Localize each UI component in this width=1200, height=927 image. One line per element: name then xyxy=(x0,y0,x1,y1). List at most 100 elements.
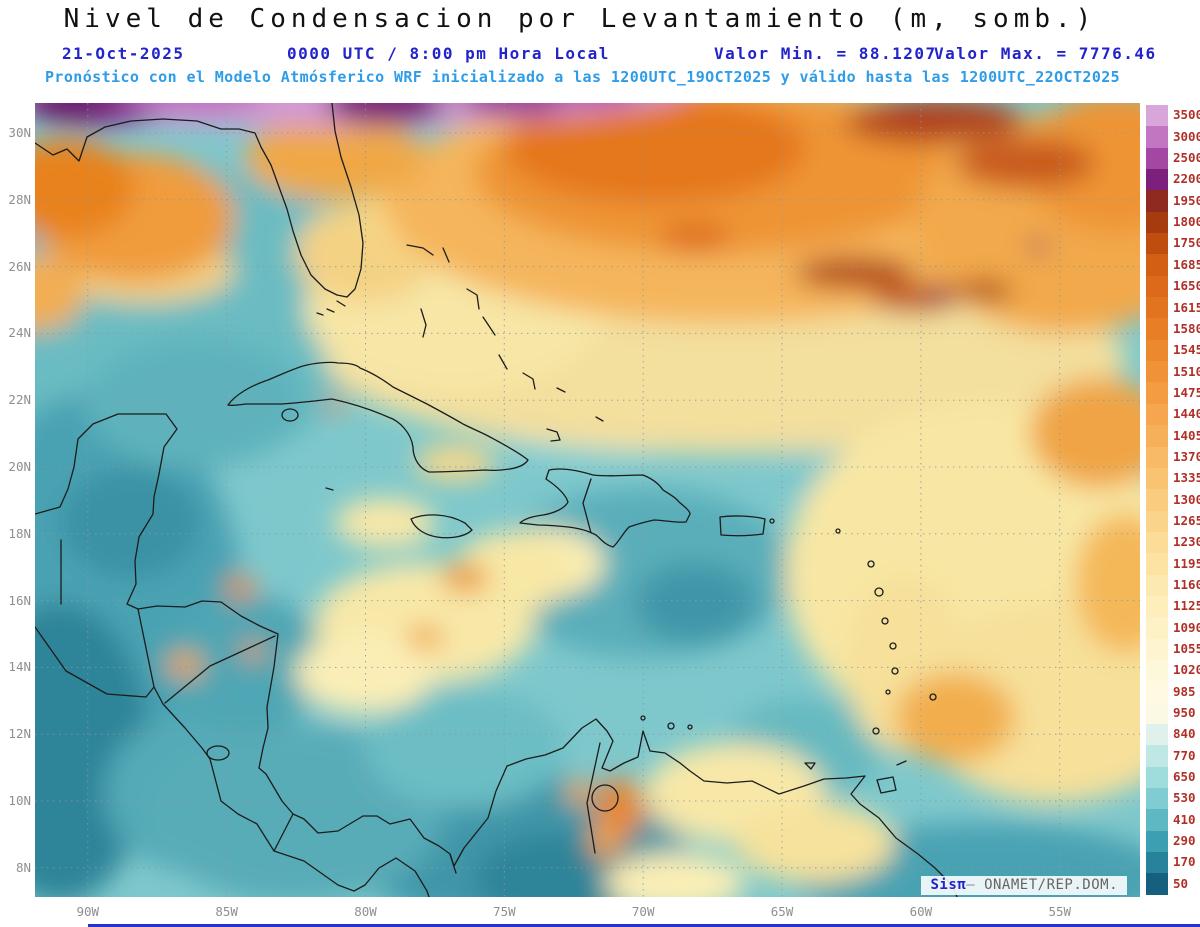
colorbar-value: 1230 xyxy=(1173,534,1200,550)
colorbar-row: 50 xyxy=(1146,873,1200,895)
page-title: Nivel de Condensacion por Levantamiento … xyxy=(63,4,1097,34)
colorbar-swatch xyxy=(1146,617,1168,639)
lat-tick-label: 26N xyxy=(8,258,31,274)
value-max-label: Valor Max. = 7776.46 xyxy=(934,44,1157,63)
colorbar-row: 985 xyxy=(1146,681,1200,703)
colorbar-row: 1125 xyxy=(1146,595,1200,618)
colorbar-swatch xyxy=(1146,788,1168,810)
colorbar-value: 2200 xyxy=(1173,171,1200,187)
colorbar-row: 530 xyxy=(1146,788,1200,810)
lon-tick-label: 60W xyxy=(909,904,933,919)
colorbar-value: 2500 xyxy=(1173,150,1200,166)
map-canvas: 30N 28N 26N 24N 22N 20N 18N 16N 14N 12N 10N 8N 90W 8… xyxy=(8,103,1140,919)
colorbar-swatch xyxy=(1146,446,1168,468)
colorbar-value: 650 xyxy=(1173,769,1196,785)
colorbar-value: 1160 xyxy=(1173,576,1200,592)
lon-tick-label: 80W xyxy=(354,904,377,919)
colorbar-value: 1055 xyxy=(1173,641,1200,657)
credit-sis: Sis xyxy=(930,877,958,893)
colorbar-swatch xyxy=(1146,105,1168,127)
colorbar-swatch xyxy=(1146,403,1168,426)
colorbar-swatch xyxy=(1146,275,1168,298)
colorbar-swatch xyxy=(1146,510,1168,532)
lon-tick-label: 90W xyxy=(76,904,100,919)
colorbar-value: 950 xyxy=(1173,705,1196,721)
colorbar-swatch xyxy=(1146,830,1168,853)
colorbar-swatch xyxy=(1146,531,1168,554)
colorbar-swatch xyxy=(1146,382,1168,404)
colorbar-value: 170 xyxy=(1173,854,1196,870)
colorbar-swatch xyxy=(1146,297,1168,319)
colorbar-swatch xyxy=(1146,873,1168,895)
colorbar-value: 1370 xyxy=(1173,448,1200,464)
colorbar-row: 1300 xyxy=(1146,489,1200,511)
colorbar-row: 1335 xyxy=(1146,467,1200,490)
colorbar-value: 1125 xyxy=(1173,598,1200,614)
colorbar-row: 770 xyxy=(1146,745,1200,767)
colorbar-swatch xyxy=(1146,467,1168,490)
lat-tick-label: 8N xyxy=(15,859,31,875)
colorbar-swatch xyxy=(1146,809,1168,831)
colorbar-row: 290 xyxy=(1146,830,1200,853)
colorbar-row: 3000 xyxy=(1146,126,1200,148)
colorbar-swatch xyxy=(1146,169,1168,191)
colorbar-swatch xyxy=(1146,723,1168,746)
colorbar-value: 290 xyxy=(1173,833,1196,849)
colorbar-swatch xyxy=(1146,659,1168,682)
colorbar-swatch xyxy=(1146,766,1168,788)
lat-tick-label: 10N xyxy=(8,793,31,808)
colorbar-value: 1580 xyxy=(1173,320,1200,336)
colorbar-value: 1195 xyxy=(1173,555,1200,571)
colorbar-swatch xyxy=(1146,361,1168,383)
colorbar-swatch xyxy=(1146,595,1168,618)
pi-icon: π xyxy=(957,877,967,893)
colorbar-value: 840 xyxy=(1173,726,1196,742)
colorbar-row: 1510 xyxy=(1146,361,1200,383)
colorbar-row: 650 xyxy=(1146,766,1200,788)
colorbar-value: 530 xyxy=(1173,790,1196,806)
colorbar-row: 1090 xyxy=(1146,617,1200,639)
model-info-line: Pronóstico con el Modelo Atmósferico WRF… xyxy=(45,68,1121,86)
lat-tick-label: 22N xyxy=(8,392,31,408)
colorbar-row: 1750 xyxy=(1146,233,1200,255)
coastlines xyxy=(35,103,958,897)
forecast-time: 0000 UTC / 8:00 pm Hora Local xyxy=(287,44,610,63)
colorbar-value: 1020 xyxy=(1173,662,1200,678)
colorbar-row: 1160 xyxy=(1146,574,1200,596)
lon-tick-label: 55W xyxy=(1048,904,1072,919)
lat-tick-label: 14N xyxy=(8,659,31,675)
lon-tick-label: 65W xyxy=(770,904,794,919)
colorbar-swatch xyxy=(1146,574,1168,596)
lat-axis: 30N 28N 26N 24N 22N 20N 18N 16N 14N 12N 10N 8N xyxy=(1,103,33,897)
colorbar-row: 410 xyxy=(1146,809,1200,831)
colorbar-value: 1545 xyxy=(1173,342,1200,358)
colorbar-row: 2200 xyxy=(1146,169,1200,191)
colorbar-value: 1750 xyxy=(1173,235,1200,251)
colorbar-swatch xyxy=(1146,553,1168,575)
colorbar-value: 1950 xyxy=(1173,192,1200,208)
colorbar-value: 3500 xyxy=(1173,107,1200,123)
colorbar-value: 1800 xyxy=(1173,214,1200,230)
credit-dash: — xyxy=(966,877,985,893)
lon-tick-label: 75W xyxy=(493,904,516,919)
colorbar-swatch xyxy=(1146,638,1168,660)
colorbar-row: 1615 xyxy=(1146,297,1200,319)
lat-tick-label: 18N xyxy=(8,525,31,541)
value-min-label: Valor Min. = 88.1207 xyxy=(714,44,937,63)
colorbar-row: 1405 xyxy=(1146,425,1200,447)
colorbar-value: 770 xyxy=(1173,747,1196,763)
colorbar-row: 2500 xyxy=(1146,147,1200,170)
colorbar-row: 1685 xyxy=(1146,254,1200,276)
colorbar-row: 1545 xyxy=(1146,339,1200,362)
colorbar-row: 1580 xyxy=(1146,318,1200,340)
colorbar-row: 1020 xyxy=(1146,659,1200,682)
colorbar-value: 1405 xyxy=(1173,427,1200,443)
caribbean-lcl-map xyxy=(35,103,1140,897)
colorbar-swatch xyxy=(1146,702,1168,724)
lat-tick-label: 20N xyxy=(8,459,31,474)
colorbar-value: 1650 xyxy=(1173,278,1200,294)
colorbar-row: 1370 xyxy=(1146,446,1200,468)
colorbar-value: 1265 xyxy=(1173,512,1200,528)
colorbar-swatch xyxy=(1146,489,1168,511)
